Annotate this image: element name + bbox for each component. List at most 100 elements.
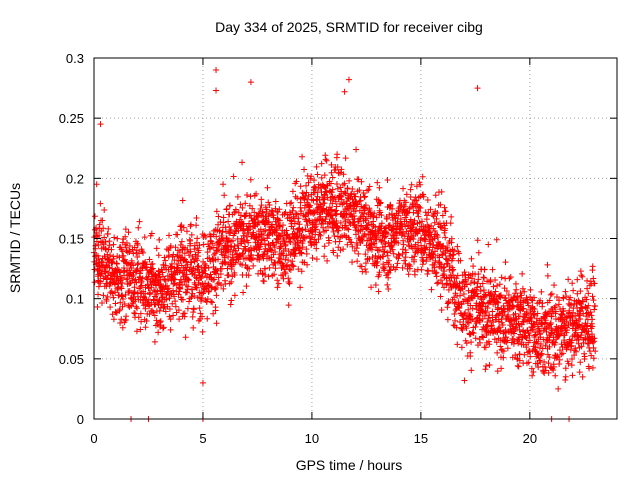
data-point [151,312,158,319]
data-point [234,193,241,200]
data-point [587,309,594,316]
data-point [142,324,149,331]
data-point [207,245,214,252]
data-point [434,234,441,241]
data-point [450,266,457,273]
data-point [415,213,422,220]
data-point [581,353,588,360]
data-point [266,226,273,233]
data-point [515,363,522,370]
data-point [522,334,529,341]
data-point [157,318,164,325]
data-point [262,271,269,278]
data-point [405,271,412,278]
data-point [480,274,487,281]
data-point [318,174,325,181]
data-point [355,218,362,225]
data-point [298,250,305,257]
data-point [531,305,538,312]
data-point [328,189,335,196]
data-point [339,213,346,220]
data-point [391,238,398,245]
data-point [559,343,566,350]
data-point [360,213,367,220]
data-point [411,217,418,224]
data-point [98,258,105,265]
data-point [299,227,306,234]
data-point [186,298,193,305]
data-point [243,210,250,217]
data-point [235,245,242,252]
data-point [346,236,353,243]
data-point [512,310,519,317]
data-point [337,184,344,191]
data-point [160,324,167,331]
data-point [132,310,139,317]
data-point [494,282,501,289]
data-point [99,259,106,266]
data-point [95,283,102,290]
data-point [554,353,561,360]
data-point [311,177,318,184]
data-point [106,242,113,249]
data-point [310,210,317,217]
data-point [482,291,489,298]
data-point [430,212,437,219]
data-point-outlier [555,385,562,392]
data-point [407,216,414,223]
data-point [194,235,201,242]
data-point [194,257,201,264]
data-point [375,271,382,278]
data-point [251,209,258,216]
data-point [382,243,389,250]
data-point [366,255,373,262]
data-point [437,293,444,300]
data-point [302,226,309,233]
data-point [576,369,583,376]
data-point [456,305,463,312]
data-point [521,288,528,295]
data-point [589,263,596,270]
data-point [313,239,320,246]
data-point [486,312,493,319]
data-point [481,274,488,281]
data-point [472,335,479,342]
data-point [530,311,537,318]
data-point [117,320,124,327]
data-point [384,252,391,259]
data-point [340,171,347,178]
data-point [289,188,296,195]
data-point [334,252,341,259]
data-point [214,280,221,287]
data-point [335,244,342,251]
data-point [166,305,173,312]
data-point [481,266,488,273]
data-point [368,284,375,291]
data-point [100,292,107,299]
data-point [199,280,206,287]
data-point [142,296,149,303]
data-point [94,252,101,259]
data-point [153,245,160,252]
data-point [548,290,555,297]
data-point [287,266,294,273]
data-point [225,218,232,225]
data-point [237,201,244,208]
data-point [570,287,577,294]
data-point [258,202,265,209]
data-point [507,273,514,280]
data-point [297,183,304,190]
data-point-outlier [247,79,254,86]
data-point [199,290,206,297]
data-point [589,323,596,330]
data-point [543,328,550,335]
data-point [135,224,142,231]
data-point [463,325,470,332]
data-point [176,269,183,276]
data-point [552,302,559,309]
data-point [102,245,109,252]
data-point [266,264,273,271]
data-point [562,377,569,384]
data-point [547,321,554,328]
data-point [193,284,200,291]
